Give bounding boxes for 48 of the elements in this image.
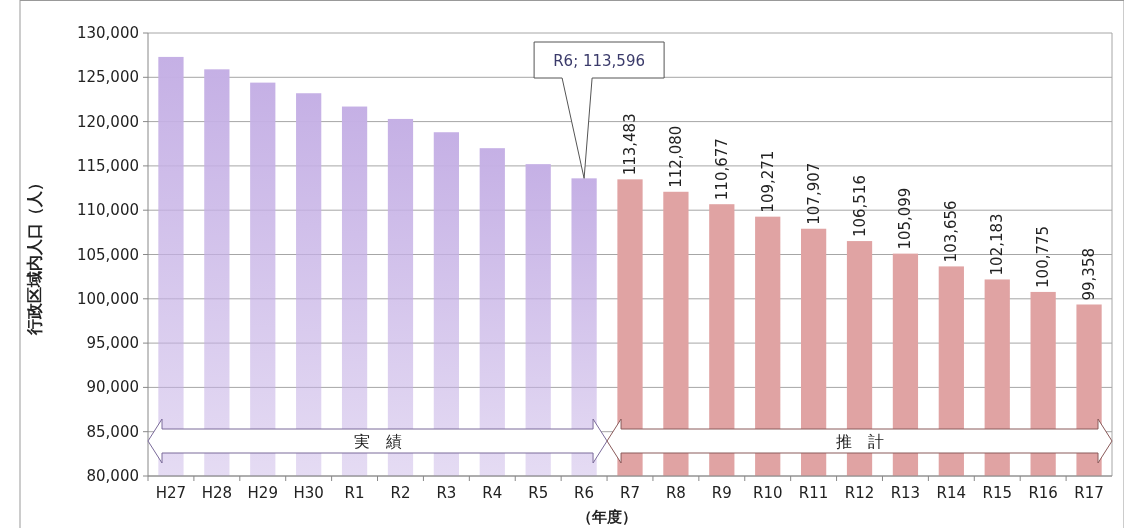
data-label: 99,358	[1080, 247, 1099, 301]
x-axis-title: （年度）	[577, 508, 638, 526]
data-label: 105,099	[896, 187, 915, 250]
y-axis-title: 行政区域内人口（人）	[25, 174, 44, 336]
data-label: 113,483	[621, 113, 639, 176]
y-tick-label: 95,000	[86, 334, 139, 353]
y-tick-label: 90,000	[86, 378, 139, 397]
y-tick-label: 105,000	[76, 245, 139, 264]
x-tick-label: R3	[436, 484, 457, 502]
x-tick-label: R16	[1028, 484, 1058, 502]
data-label: 103,656	[942, 200, 961, 263]
annotation: R6; 113,596	[553, 52, 646, 70]
x-tick-label: R4	[482, 484, 503, 502]
x-tick-label: R10	[752, 484, 783, 502]
x-tick-label: H30	[293, 484, 324, 502]
x-tick-label: R8	[665, 484, 686, 502]
x-tick-label: R1	[344, 484, 365, 502]
annotation: 推 計	[835, 432, 884, 451]
x-tick-label: R14	[936, 484, 967, 502]
y-tick-label: 80,000	[86, 467, 139, 485]
x-tick-label: R9	[711, 484, 732, 502]
data-label: 106,516	[850, 175, 869, 238]
y-tick-label: 85,000	[86, 422, 139, 441]
y-tick-label: 100,000	[76, 289, 139, 308]
data-label: 109,271	[758, 150, 777, 213]
x-tick-label: R7	[620, 484, 640, 502]
y-tick-label: 125,000	[76, 68, 139, 87]
x-tick-label: R2	[390, 484, 411, 502]
x-tick-label: R15	[982, 484, 1012, 502]
data-label: 107,907	[804, 162, 823, 225]
y-tick-label: 110,000	[76, 201, 139, 220]
y-tick-label: 115,000	[76, 156, 139, 175]
data-label: 112,080	[666, 125, 685, 188]
annotation: 実 績	[353, 432, 402, 451]
x-tick-label: H28	[201, 484, 233, 502]
x-tick-label: R12	[844, 484, 875, 502]
data-label: 102,183	[988, 213, 1007, 276]
x-tick-label: R6	[574, 484, 595, 502]
data-label: 110,677	[712, 138, 731, 201]
x-tick-label: H27	[155, 484, 187, 502]
y-tick-label: 120,000	[76, 112, 139, 131]
x-tick-label: R11	[798, 484, 829, 502]
x-tick-label: R5	[528, 484, 549, 502]
x-tick-label: R13	[890, 484, 921, 502]
y-tick-label: 130,000	[76, 24, 139, 42]
x-tick-label: R17	[1074, 484, 1104, 502]
data-label: 100,775	[1034, 225, 1053, 288]
x-tick-label: H29	[247, 484, 278, 502]
